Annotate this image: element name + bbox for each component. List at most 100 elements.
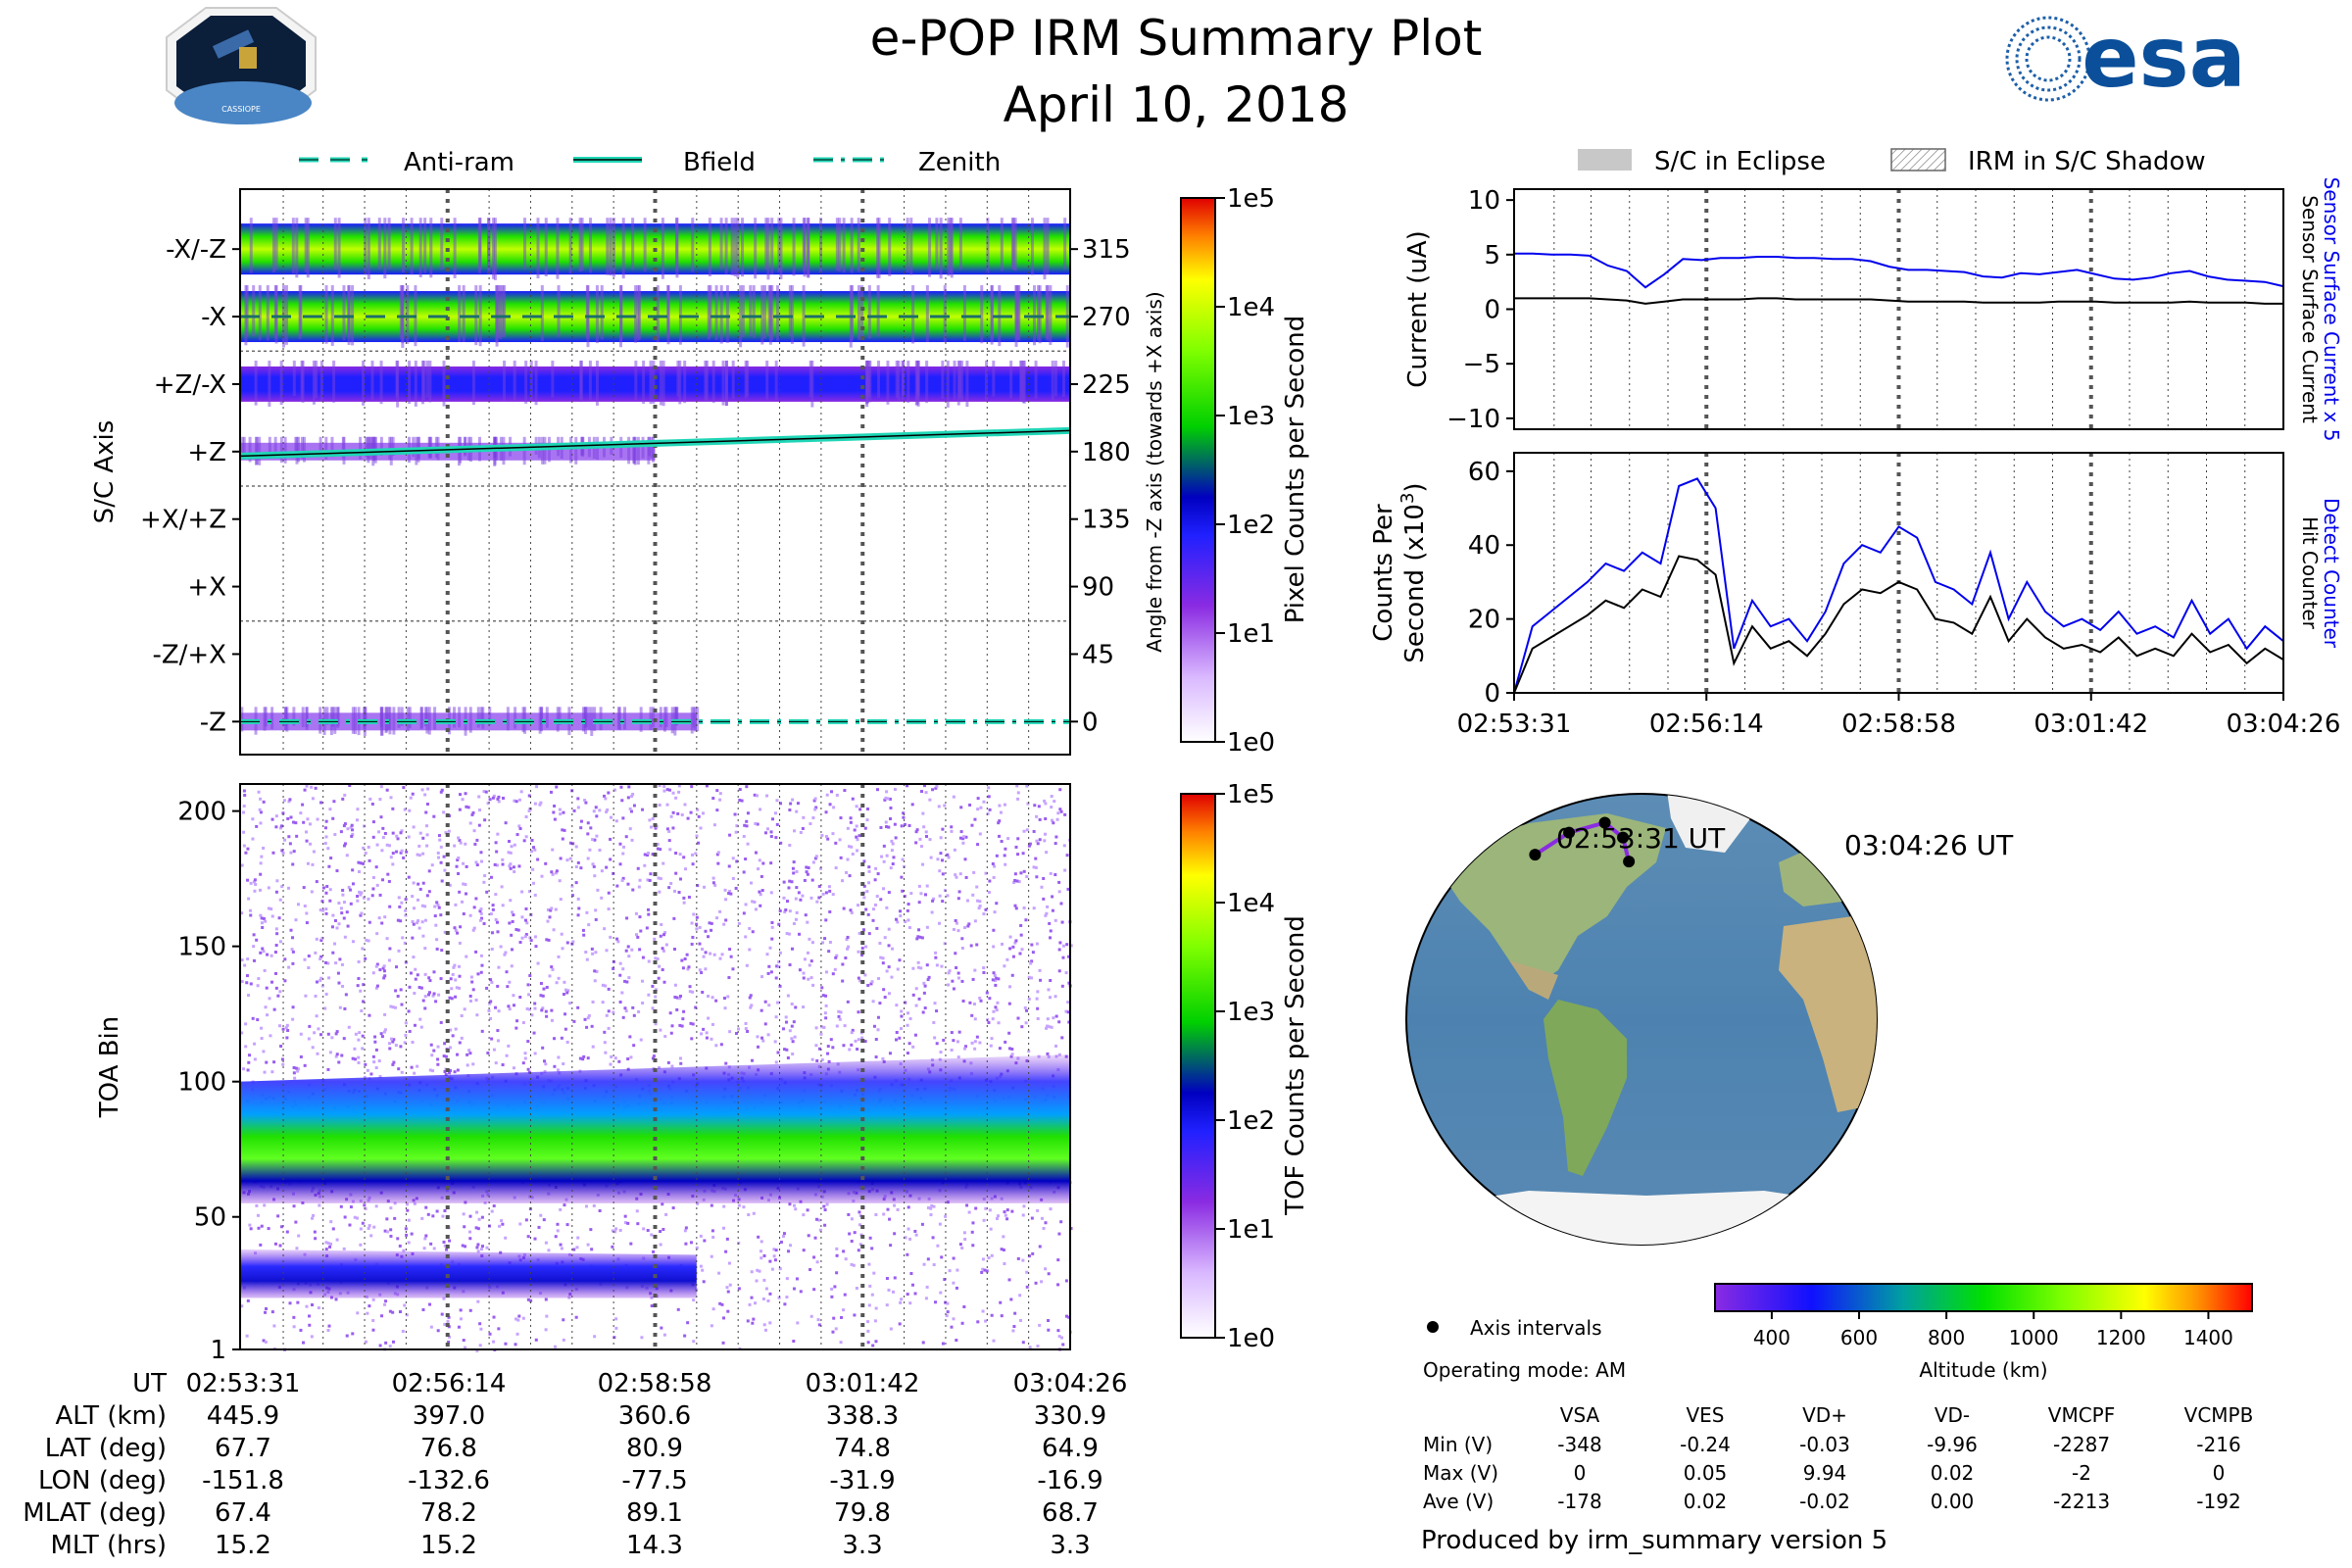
toa-speckle — [823, 1223, 827, 1227]
toa-speckle — [867, 1303, 871, 1307]
toa-speckle — [971, 1221, 975, 1225]
toa-speckle — [279, 1225, 283, 1229]
cbar-tick-label: 1e4 — [1227, 889, 1275, 918]
toa-speckle — [647, 851, 651, 855]
toa-speckle — [924, 834, 928, 838]
toa-speckle — [896, 1207, 900, 1211]
toa-speckle — [903, 822, 906, 826]
toa-speckle — [757, 867, 760, 871]
toa-speckle — [326, 1067, 330, 1071]
toa-speckle — [862, 896, 866, 900]
toa-speckle — [939, 1051, 943, 1054]
toa-speckle — [941, 900, 945, 904]
toa-speckle — [802, 1213, 806, 1217]
toa-speckle — [395, 965, 399, 969]
toa-speckle — [707, 995, 710, 999]
toa-speckle — [388, 1309, 392, 1313]
toa-speckle — [423, 793, 427, 797]
toa-speckle — [676, 1307, 680, 1311]
toa-speckle — [769, 970, 773, 974]
toa-speckle — [950, 1031, 954, 1035]
toa-speckle — [586, 821, 590, 825]
toa-speckle — [755, 1279, 759, 1283]
toa-speckle — [590, 1248, 594, 1251]
toa-speckle — [509, 851, 513, 855]
toa-speckle — [689, 1241, 693, 1245]
toa-speckle — [825, 793, 829, 797]
band-speckle — [704, 360, 708, 402]
toa-speckle — [258, 888, 262, 892]
band-speckle — [709, 285, 712, 337]
toa-speckle — [1057, 890, 1061, 894]
toa-speckle — [1069, 1227, 1073, 1231]
toa-speckle — [504, 1236, 508, 1240]
toa-speckle — [856, 1048, 859, 1052]
toa-speckle — [827, 1059, 831, 1063]
toa-speckle — [786, 994, 790, 998]
toa-speckle — [950, 829, 954, 833]
band-speckle — [946, 360, 950, 408]
toa-speckle — [783, 1302, 787, 1306]
toa-speckle — [987, 1256, 991, 1260]
toa-speckle — [339, 1204, 343, 1208]
toa-speckle — [400, 829, 404, 833]
toa-speckle — [457, 1325, 461, 1329]
toa-speckle — [841, 979, 845, 983]
toa-speckle — [975, 943, 979, 947]
toa-speckle — [1044, 817, 1048, 821]
toa-speckle — [662, 1333, 666, 1337]
band-speckle — [369, 436, 373, 456]
band-speckle — [283, 436, 287, 464]
toa-speckle — [700, 971, 704, 975]
toa-speckle — [641, 979, 645, 983]
toa-speckle — [350, 834, 354, 838]
toa-speckle — [1059, 809, 1063, 813]
toa-speckle — [1046, 1017, 1050, 1021]
toa-speckle — [360, 891, 364, 895]
toa-speckle — [675, 996, 679, 1000]
toa-speckle — [475, 863, 479, 867]
toa-speckle — [458, 1041, 462, 1045]
toa-speckle — [963, 1047, 967, 1051]
toa-speckle — [400, 1070, 404, 1074]
toa-speckle — [346, 924, 350, 928]
toa-speckle — [358, 890, 362, 894]
toa-speckle — [980, 1270, 984, 1274]
toa-speckle — [334, 1054, 338, 1058]
toa-speckle — [295, 834, 299, 838]
toa-speckle — [702, 1027, 706, 1031]
toa-speckle — [703, 1239, 707, 1243]
toa-speckle — [545, 1014, 549, 1018]
band-speckle — [371, 436, 375, 459]
toa-speckle — [303, 1063, 307, 1067]
toa-speckle — [786, 1055, 790, 1059]
toa-speckle — [335, 869, 339, 873]
toa-speckle — [941, 872, 945, 876]
toa-speckle — [929, 856, 933, 859]
toa-speckle — [241, 810, 245, 814]
toa-speckle — [887, 944, 891, 948]
toa-speckle — [528, 974, 532, 978]
toa-speckle — [641, 956, 645, 959]
toa-speckle — [681, 966, 685, 970]
toa-speckle — [406, 1208, 410, 1212]
toa-speckle — [770, 937, 774, 941]
band-speckle — [775, 285, 779, 341]
toa-speckle — [784, 1015, 788, 1019]
toa-speckle — [697, 841, 701, 845]
toa-speckle — [468, 1052, 472, 1055]
toa-speckle — [814, 806, 818, 809]
toa-speckle — [748, 926, 752, 930]
toa-speckle — [1069, 944, 1073, 948]
toa-speckle — [421, 1307, 425, 1311]
toa-speckle — [857, 1249, 860, 1252]
toa-speckle — [301, 1341, 305, 1345]
toa-speckle — [482, 790, 486, 794]
toa-speckle — [863, 973, 867, 977]
band-speckle — [736, 218, 740, 278]
toa-speckle — [867, 865, 871, 869]
toa-speckle — [378, 798, 382, 802]
toa-speckle — [365, 938, 368, 942]
timeline-value: 76.8 — [420, 1434, 477, 1463]
band-speckle — [333, 218, 337, 270]
